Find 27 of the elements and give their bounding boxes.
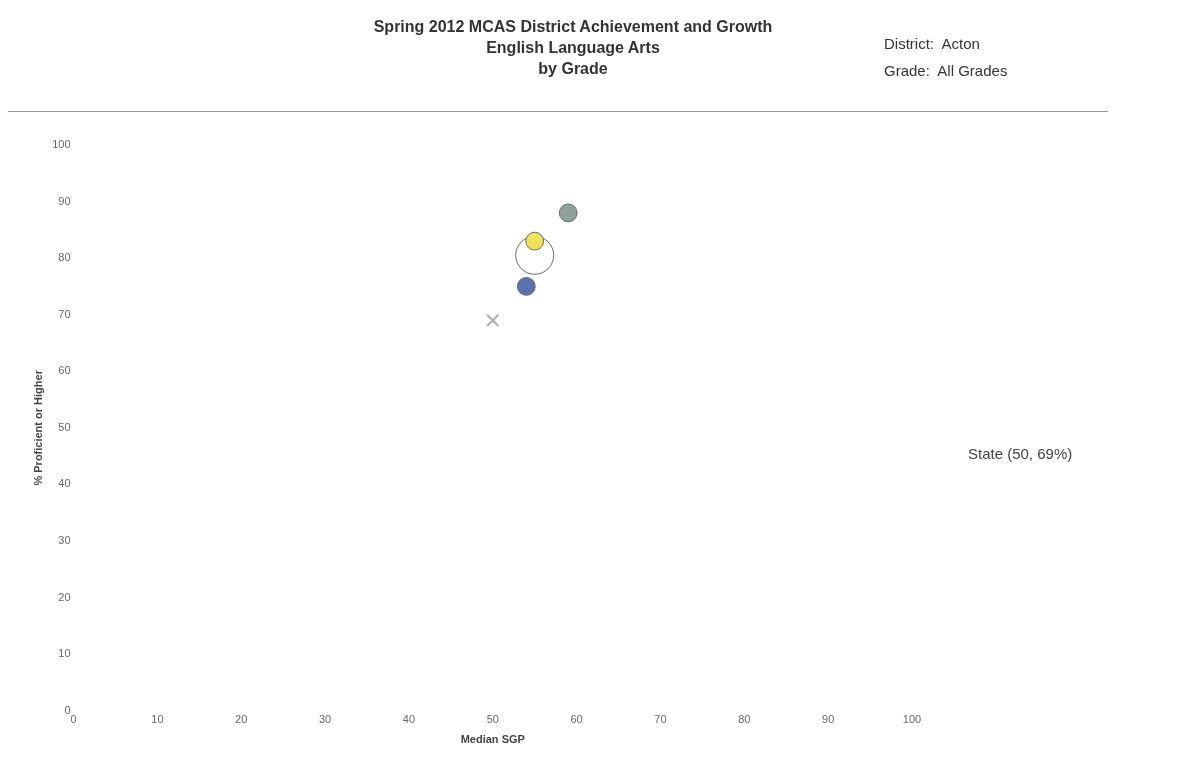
x-tick-label: 90 (822, 713, 835, 726)
x-tick-label: 40 (402, 713, 416, 726)
y-tick-label: 100 (52, 138, 71, 151)
x-axis-title: Median SGP (460, 733, 525, 746)
y-tick-label: 50 (58, 420, 71, 433)
x-tick-label: 10 (151, 713, 164, 726)
x-tick-label: 20 (235, 713, 248, 726)
y-tick-label: 90 (58, 194, 71, 207)
text: District: Acton (884, 34, 981, 54)
text: Grade: All Grades (884, 61, 1008, 81)
y-tick-label: 40 (58, 477, 71, 490)
y-tick-label: 0 (64, 703, 71, 716)
x-tick-label: 60 (570, 713, 583, 726)
x-tick-label: 50 (486, 713, 499, 726)
y-tick-label: 20 (58, 590, 71, 603)
y-tick-label: 80 (58, 251, 71, 264)
x-tick-label: 100 (902, 713, 922, 726)
y-tick-label: 10 (58, 647, 71, 660)
chart-title: Spring 2012 MCAS District Achievement and Growth English Language Arts by Grade (372, 17, 774, 79)
text: State (50, 69%) (968, 445, 1073, 462)
x-tick-label: 80 (738, 713, 751, 726)
y-tick-label: 30 (58, 533, 71, 546)
y-tick-label: 70 (58, 307, 71, 320)
y-axis-title: % Proficient or Higher (31, 369, 44, 486)
x-tick-label: 30 (318, 713, 332, 726)
x-tick-label: 70 (654, 713, 667, 726)
y-tick-label: 60 (58, 364, 71, 377)
